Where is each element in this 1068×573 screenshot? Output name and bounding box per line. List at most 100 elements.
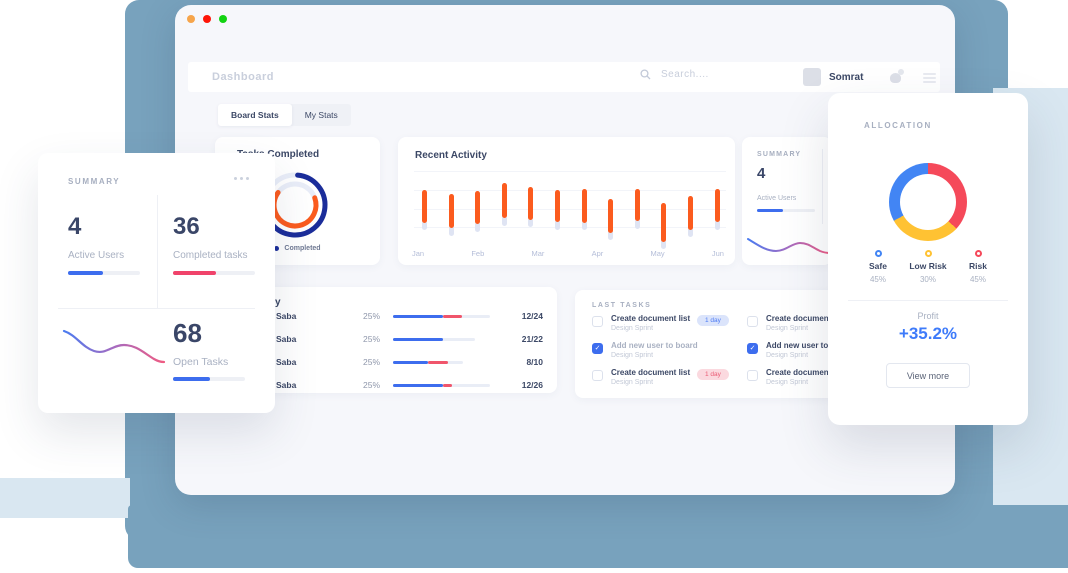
completed-tasks-value: 36 [173, 213, 200, 240]
legend-ring-icon [874, 250, 882, 257]
tab-board-stats[interactable]: Board Stats [218, 104, 292, 126]
activity-bar [422, 189, 427, 223]
mini-summary-card: SUMMARY 4 Active Users [742, 137, 832, 265]
task-column-left: Create document list Design Sprint 1 day… [592, 314, 742, 395]
task-item: Create document list Design Sprint 1 day [592, 314, 742, 341]
activity-bar [714, 189, 720, 222]
task-checkbox[interactable] [747, 316, 758, 327]
task-badge: 1 day [697, 315, 729, 326]
app-topbar: Dashboard Search.... Somrat [188, 62, 940, 92]
active-users-progress [757, 209, 815, 212]
row-percent: 25% [363, 311, 381, 321]
task-checkbox[interactable]: ✓ [747, 343, 758, 354]
legend-label: Safe [869, 261, 887, 271]
allocation-card: ALLOCATION Safe 45% Low Risk 30% Risk 45… [828, 93, 1028, 425]
activity-bar-tail [581, 220, 587, 231]
donut-legend: Completed [215, 245, 380, 252]
summary-card: SUMMARY 4 Active Users 36 Completed task… [38, 153, 275, 413]
activity-bar-tail [688, 227, 693, 237]
row-date: 21/22 [521, 334, 543, 344]
active-users-progress [68, 271, 140, 275]
menu-icon[interactable] [923, 73, 936, 85]
notification-bell-icon[interactable] [888, 69, 904, 85]
legend-label: Risk [969, 261, 987, 271]
stats-tabs: Board Stats My Stats [218, 104, 351, 126]
row-progress [393, 384, 490, 387]
task-checkbox[interactable]: ✓ [592, 343, 603, 354]
task-item: ✓ Add new user to board Design Sprint [592, 341, 742, 368]
recent-activity-chart [414, 171, 726, 249]
search-icon [640, 69, 651, 80]
open-tasks-value: 68 [173, 318, 202, 348]
task-title: Create document list [611, 368, 691, 377]
row-date: 12/26 [521, 380, 543, 390]
tab-my-stats[interactable]: My Stats [304, 110, 338, 120]
task-title: Add new user to board [766, 341, 853, 350]
activity-bar [501, 183, 507, 219]
completed-tasks-progress [173, 271, 255, 275]
task-item: Create document list Design Sprint [747, 368, 857, 395]
search-input[interactable]: Search.... [640, 69, 709, 80]
user-name[interactable]: Somrat [829, 72, 864, 83]
window-traffic-lights[interactable] [187, 15, 227, 23]
last-tasks-card: LAST TASKS Create document list Design S… [575, 290, 853, 398]
view-more-button[interactable]: View more [886, 363, 970, 388]
activity-bar-tail [448, 225, 454, 236]
recent-activity-card: Recent Activity Jan Feb Mar Apr May Jun [398, 137, 735, 265]
active-users-caption: Active Users [68, 250, 125, 261]
activity-bar-tail [661, 239, 667, 249]
profit-value: +35.2% [898, 324, 958, 343]
task-subtitle: Design Sprint [611, 325, 654, 332]
task-checkbox[interactable] [592, 316, 603, 327]
avatar[interactable] [803, 68, 821, 86]
allocation-legend-item: Risk 45% [953, 250, 1003, 284]
allocation-legend: Safe 45% Low Risk 30% Risk 45% [853, 250, 1003, 284]
trend-sparkline [62, 329, 166, 364]
legend-ring-icon [974, 250, 982, 257]
active-users-value: 4 [757, 165, 766, 182]
active-users-caption: Active Users [757, 195, 797, 202]
legend-label: Low Risk [909, 261, 947, 271]
traffic-light-dot[interactable] [187, 15, 195, 23]
month-label: Mar [531, 249, 545, 258]
tasks-completed-title: Tasks Completed [237, 149, 320, 160]
traffic-light-dot[interactable] [203, 15, 211, 23]
summary-label: SUMMARY [68, 177, 121, 186]
month-label: Feb [471, 249, 485, 258]
task-checkbox[interactable] [747, 370, 758, 381]
divider [58, 308, 255, 309]
task-checkbox[interactable] [592, 370, 603, 381]
backdrop-accent-left [0, 478, 130, 518]
row-percent: 25% [363, 380, 381, 390]
row-date: 8/10 [526, 357, 543, 367]
activity-bar [448, 193, 454, 228]
task-badge: 1 day [697, 369, 729, 380]
assignee-name: Saba [276, 357, 297, 367]
activity-bar [528, 186, 534, 220]
more-options-icon[interactable] [234, 177, 249, 180]
row-progress [393, 315, 490, 318]
activity-bar [661, 203, 667, 242]
legend-percent: 45% [969, 275, 986, 284]
activity-bar [688, 195, 693, 230]
row-progress [393, 361, 463, 364]
task-item: ✓ Add new user to board Design Sprint [747, 341, 857, 368]
legend-dot [274, 246, 280, 251]
task-subtitle: Design Sprint [611, 379, 654, 386]
activity-bar-tail [608, 230, 614, 240]
profit-label: Profit [917, 311, 939, 321]
activity-bar [608, 198, 614, 233]
activity-bar [634, 189, 640, 222]
traffic-light-dot[interactable] [219, 15, 227, 23]
laptop-screen: Dashboard Search.... Somrat Board Stats … [175, 5, 955, 495]
task-title: Create document list [766, 368, 846, 377]
row-date: 12/24 [521, 311, 543, 321]
last-tasks-title: LAST TASKS [592, 302, 652, 309]
active-users-value: 4 [68, 213, 82, 240]
row-percent: 25% [363, 357, 381, 367]
assignee-name: Saba [276, 311, 297, 321]
task-title: Create document list [611, 314, 691, 323]
activity-bar-tail [422, 220, 427, 231]
task-title: Create document list [766, 314, 846, 323]
allocation-label: ALLOCATION [864, 121, 932, 130]
